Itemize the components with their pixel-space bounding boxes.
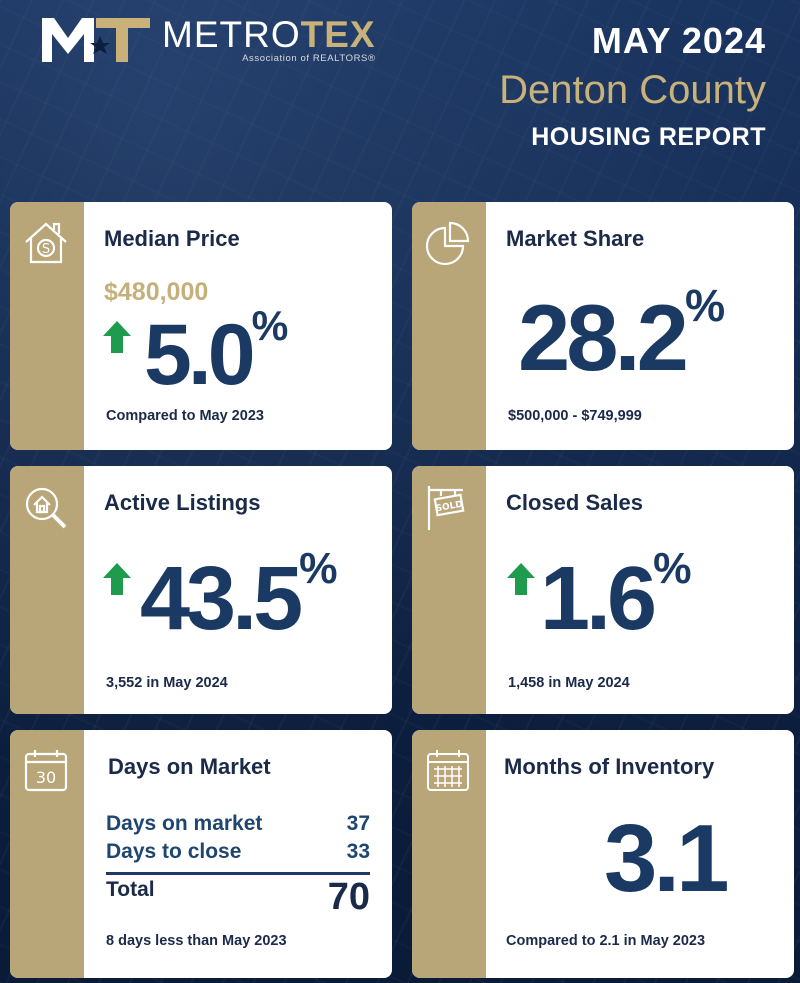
- market-share-value: 28.2%: [518, 280, 726, 390]
- closed-sales-card: SOLD Closed Sales 1.6% 1,458 in May 2024: [412, 466, 794, 714]
- report-county: Denton County: [499, 68, 766, 112]
- months-inventory-card: Months of Inventory 3.1 Compared to 2.1 …: [412, 730, 794, 978]
- active-listings-change: 43.5%: [140, 544, 338, 649]
- active-listings-title: Active Listings: [104, 490, 261, 515]
- days-on-market-title: Days on Market: [108, 754, 271, 779]
- closed-sales-title: Closed Sales: [506, 490, 643, 515]
- up-arrow-icon: [103, 563, 131, 595]
- median-price-title: Median Price: [104, 226, 240, 251]
- dom-total-label: Total: [106, 878, 155, 901]
- report-month: MAY 2024: [591, 20, 766, 61]
- median-price-card: S Median Price $480,000 5.0% Compared to…: [10, 202, 392, 450]
- months-inventory-value: 3.1: [604, 805, 729, 912]
- logo-subtitle: Association of REALTORS®: [242, 52, 376, 64]
- sold-sign-icon: SOLD: [427, 486, 465, 530]
- dom-total-value: 70: [327, 876, 370, 918]
- report-title: HOUSING REPORT: [531, 123, 766, 151]
- market-share-note: $500,000 - $749,999: [508, 408, 642, 424]
- svg-text:30: 30: [36, 768, 56, 787]
- median-price-value: $480,000: [104, 278, 209, 306]
- metrotex-logo: METROTEX Association of REALTORS®: [40, 14, 376, 64]
- active-listings-note: 3,552 in May 2024: [106, 675, 228, 691]
- closed-sales-change: 1.6%: [540, 544, 692, 649]
- dom-row: Days on market 37: [106, 812, 370, 835]
- calendar-icon: 30: [24, 750, 68, 792]
- closed-sales-note: 1,458 in May 2024: [508, 675, 630, 691]
- market-share-card: Market Share 28.2% $500,000 - $749,999: [412, 202, 794, 450]
- svg-text:SOLD: SOLD: [435, 500, 464, 515]
- mt-logo-mark-icon: [42, 18, 150, 62]
- total-divider: [106, 872, 370, 875]
- days-on-market-card: 30 Days on Market Days on market 37 Days …: [10, 730, 392, 978]
- house-dollar-icon: S: [25, 222, 67, 264]
- house-search-icon: [25, 487, 67, 529]
- logo-wordmark: METROTEX: [162, 13, 376, 55]
- svg-text:S: S: [42, 242, 50, 257]
- median-price-change: 5.0%: [144, 302, 289, 403]
- months-inventory-note: Compared to 2.1 in May 2023: [506, 933, 706, 949]
- median-price-note: Compared to May 2023: [106, 408, 264, 424]
- market-share-title: Market Share: [506, 226, 645, 251]
- months-inventory-title: Months of Inventory: [504, 754, 715, 779]
- days-on-market-note: 8 days less than May 2023: [106, 933, 287, 949]
- active-listings-card: Active Listings 43.5% 3,552 in May 2024: [10, 466, 392, 714]
- calendar-grid-icon: [427, 750, 469, 791]
- dom-row: Days to close 33: [106, 840, 370, 863]
- pie-chart-icon: [425, 221, 470, 266]
- up-arrow-icon: [103, 321, 131, 353]
- up-arrow-icon: [507, 563, 535, 595]
